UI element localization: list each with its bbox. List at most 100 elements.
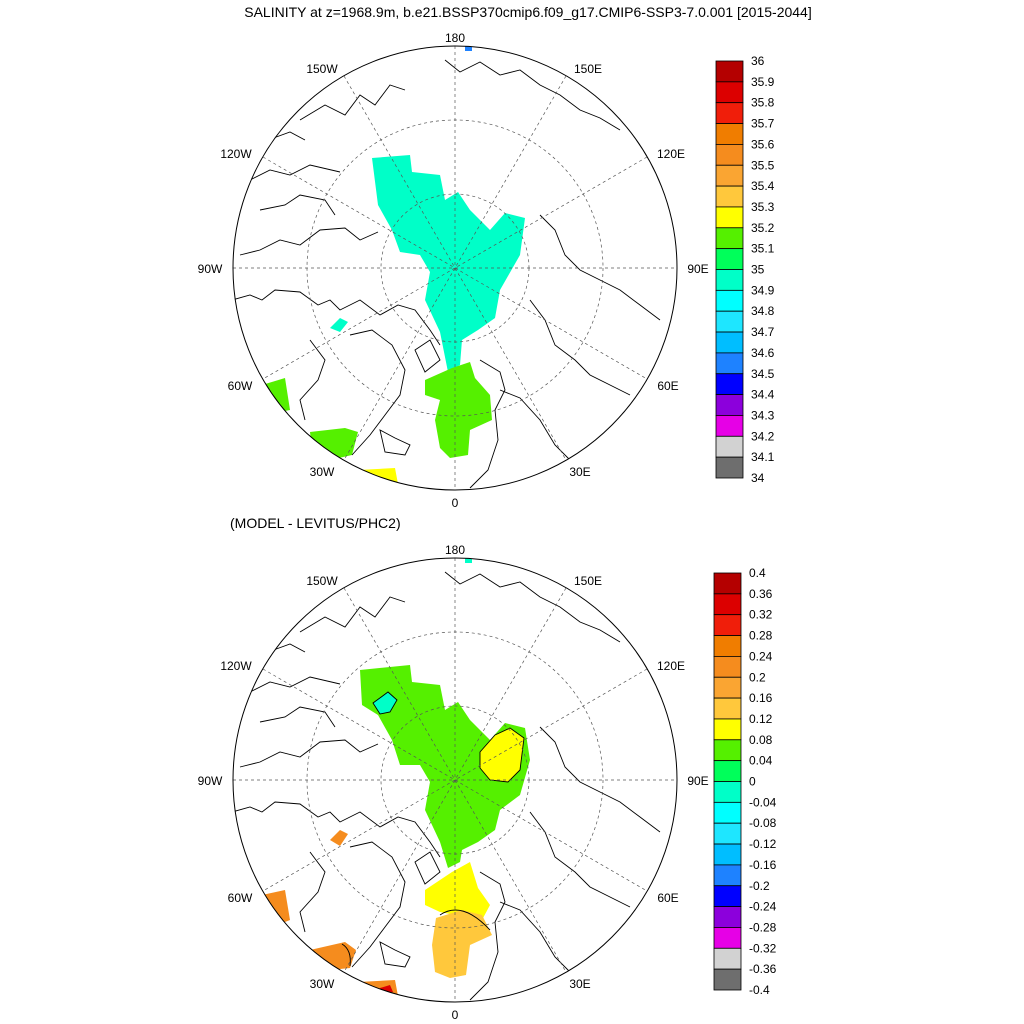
salinity-colorbar-tick-label: 34.8 (751, 304, 775, 318)
baffin-difference-region (330, 830, 348, 846)
pacific-difference-spot (465, 558, 472, 563)
fram-strait-region (425, 862, 490, 920)
difference-colorbar-tick-label: -0.36 (749, 962, 777, 976)
negative-patch-region (373, 692, 397, 714)
salinity-colorbar-tick-label: 36 (751, 54, 765, 68)
lon-label-180: 180 (445, 31, 465, 45)
irminger-salinity-region (310, 428, 358, 460)
salinity-colorbar-swatch (715, 60, 744, 83)
salinity-colorbar-swatch (715, 456, 744, 479)
salinity-colorbar-swatch (715, 227, 744, 250)
difference-map: 180 150W 150E 120W 120E 90W 90E 60W 60E … (198, 543, 709, 1022)
salinity-colorbar-swatch (715, 143, 744, 166)
lon-label-30e: 30E (569, 977, 590, 991)
difference-colorbar-swatch (713, 801, 742, 824)
difference-colorbar-tick-label: -0.16 (749, 858, 777, 872)
difference-colorbar-swatch (713, 593, 742, 616)
difference-colorbar-swatch (713, 864, 742, 887)
salinity-colorbar-tick-label: 35.6 (751, 137, 775, 151)
graticule (233, 46, 677, 490)
salinity-colorbar-tick-label: 34.4 (751, 388, 775, 402)
coastlines (233, 59, 661, 489)
coastlines (233, 571, 661, 1001)
difference-colorbar-swatch (713, 739, 742, 762)
difference-colorbar-swatch (713, 718, 742, 741)
salinity-colorbar-swatch (715, 310, 744, 333)
lon-label-150w: 150W (306, 574, 338, 588)
main-title: SALINITY at z=1968.9m, b.e21.BSSP370cmip… (244, 4, 812, 20)
difference-colorbar-swatch (713, 968, 742, 991)
salinity-colorbar-swatch (715, 373, 744, 396)
lon-label-30e: 30E (569, 465, 590, 479)
salinity-colorbar-tick-label: 35.1 (751, 242, 775, 256)
lon-label-30w: 30W (310, 465, 335, 479)
lon-label-90w: 90W (198, 774, 223, 788)
difference-colorbar-tick-label: 0.4 (749, 566, 766, 580)
salinity-colorbar-swatch (715, 81, 744, 104)
difference-colorbar-swatch (713, 760, 742, 782)
salinity-colorbar-tick-label: 34.5 (751, 367, 775, 381)
arctic-salinity-region (372, 155, 525, 372)
salinity-colorbar-swatch (715, 415, 744, 437)
greenland-sea-salinity-region (425, 362, 492, 458)
difference-colorbar-tick-label: 0.12 (749, 712, 773, 726)
lon-label-60e: 60E (657, 379, 678, 393)
difference-colorbar-tick-label: -0.08 (749, 816, 777, 830)
lon-label-180: 180 (445, 543, 465, 557)
baffin-small-region (330, 318, 348, 332)
difference-colorbar-swatch (713, 906, 742, 928)
lon-label-150e: 150E (574, 62, 602, 76)
salinity-colorbar-swatch (715, 269, 744, 291)
difference-colorbar-swatch (713, 843, 742, 866)
salinity-colorbar-swatch (715, 394, 744, 416)
difference-colorbar-swatch (713, 635, 742, 657)
difference-colorbar-swatch (713, 927, 742, 949)
lon-label-30w: 30W (310, 977, 335, 991)
salinity-colorbar-swatch (715, 206, 744, 229)
lon-label-120e: 120E (657, 659, 685, 673)
salinity-colorbar-swatch (715, 248, 744, 270)
difference-colorbar-tick-label: -0.28 (749, 920, 777, 934)
salinity-map: 180 150W 150E 120W 120E 90W 90E 60W 60E … (198, 31, 709, 510)
difference-colorbar-swatch (713, 614, 742, 636)
salinity-colorbar-swatch (715, 289, 744, 312)
eurasian-positive-region (480, 728, 524, 782)
difference-colorbar-tick-label: 0.2 (749, 670, 766, 684)
salinity-colorbar-tick-label: 35.4 (751, 179, 775, 193)
difference-colorbar-swatch (713, 822, 742, 845)
lon-label-90w: 90W (198, 262, 223, 276)
difference-colorbar-swatch (713, 885, 742, 908)
salinity-colorbar-tick-label: 34.2 (751, 429, 775, 443)
difference-colorbar-tick-label: 0.08 (749, 733, 773, 747)
difference-colorbar-tick-label: 0.36 (749, 587, 773, 601)
difference-colorbar-swatch (713, 947, 742, 970)
difference-colorbar-tick-label: -0.04 (749, 795, 777, 809)
difference-colorbar-tick-label: -0.32 (749, 941, 777, 955)
difference-colorbar-swatch (713, 781, 742, 803)
salinity-colorbar-tick-label: 35 (751, 263, 765, 277)
norwegian-sea-region (432, 910, 492, 978)
graticule (233, 558, 677, 1002)
salinity-colorbar-tick-label: 34.9 (751, 283, 775, 297)
difference-colorbar-tick-label: 0.32 (749, 608, 773, 622)
salinity-colorbar-tick-label: 35.3 (751, 200, 775, 214)
salinity-colorbar-tick-label: 34 (751, 471, 765, 485)
lon-label-60w: 60W (228, 891, 253, 905)
lon-label-120w: 120W (220, 147, 252, 161)
lon-label-120w: 120W (220, 659, 252, 673)
lon-label-60e: 60E (657, 891, 678, 905)
salinity-colorbar-swatch (715, 331, 744, 354)
pacific-spot (465, 46, 472, 51)
difference-colorbar-tick-label: 0 (749, 775, 756, 789)
difference-colorbar-tick-label: 0.16 (749, 691, 773, 705)
salinity-colorbar-tick-label: 35.7 (751, 117, 775, 131)
salinity-colorbar-tick-label: 34.7 (751, 325, 775, 339)
difference-colorbar-swatch (713, 697, 742, 720)
lon-label-60w: 60W (228, 379, 253, 393)
salinity-colorbar-tick-label: 34.6 (751, 346, 775, 360)
salinity-colorbar-swatch (715, 164, 744, 187)
contour-lines (341, 691, 525, 967)
lon-label-0: 0 (452, 1008, 459, 1022)
salinity-colorbar-tick-label: 34.3 (751, 408, 775, 422)
